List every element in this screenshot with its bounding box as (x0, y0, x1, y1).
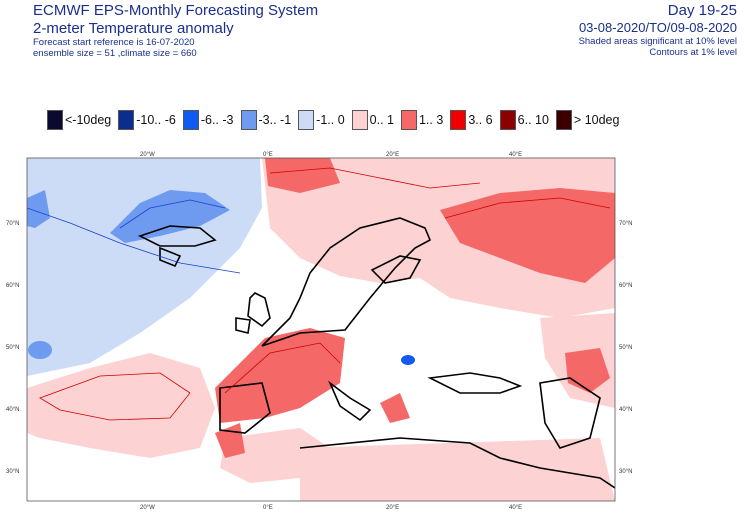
anomaly-map: 20°W 0°E 20°E 40°E 20°W 0°E 20°E 40°E 70… (6, 152, 632, 511)
day-range: Day 19-25 (667, 2, 737, 19)
legend-label: 6.. 10 (517, 113, 549, 127)
legend-swatch (298, 110, 315, 130)
legend-item: <-10deg (47, 110, 111, 130)
lon-bottom-label: 20°E (386, 505, 399, 511)
cold-contours (27, 199, 241, 274)
lon-bottom-label: 0°E (263, 505, 273, 511)
legend-swatch (499, 110, 516, 130)
legend-swatch (351, 110, 368, 130)
lat-left-label: 30°N (6, 469, 19, 475)
header-right: Day 19-25 03-08-2020/TO/09-08-2020 Shade… (579, 2, 737, 58)
lat-right-label: 40°N (619, 407, 632, 413)
significance-contours (39, 167, 611, 421)
shaded-note: Shaded areas significant at 10% level (578, 36, 737, 47)
legend-label: -1.. 0 (316, 113, 345, 127)
legend-item: -10.. -6 (118, 110, 176, 130)
legend-swatch (450, 110, 467, 130)
legend-swatch (182, 110, 199, 130)
legend-item: -1.. 0 (298, 110, 345, 130)
legend-item: -6.. -3 (182, 110, 234, 130)
map-field (27, 158, 615, 501)
lon-top-label: 20°W (140, 152, 155, 158)
legend-swatch (240, 110, 257, 130)
header-left: ECMWF EPS-Monthly Forecasting System 2-m… (33, 2, 318, 59)
legend-item: -3.. -1 (240, 110, 292, 130)
legend-label: > 10deg (573, 113, 620, 127)
lat-left-label: 70°N (6, 221, 19, 227)
map-panel: 20°W 0°E 20°E 40°E 20°W 0°E 20°E 40°E 70… (0, 148, 745, 516)
lat-left-label: 60°N (6, 283, 19, 289)
legend-label: 3.. 6 (468, 113, 493, 127)
legend-label: <-10deg (65, 113, 112, 127)
lon-top-label: 0°E (263, 152, 273, 158)
legend-label: -6.. -3 (200, 113, 234, 127)
legend-label: -10.. -6 (136, 113, 176, 127)
lon-bottom-label: 40°E (509, 505, 522, 511)
forecast-start-text: Forecast start reference is 16-07-2020 (33, 37, 195, 48)
legend-swatch (400, 110, 417, 130)
product-title: ECMWF EPS-Monthly Forecasting System (33, 2, 319, 19)
lat-right-label: 50°N (619, 345, 632, 351)
legend-swatch (47, 110, 63, 130)
lon-top-label: 40°E (509, 152, 522, 158)
legend-swatch (555, 110, 572, 130)
lat-left-label: 40°N (6, 407, 19, 413)
coastlines (137, 217, 615, 489)
lon-top-label: 20°E (386, 152, 399, 158)
legend-label: 0.. 1 (369, 113, 394, 127)
legend-item: 6.. 10 (499, 110, 549, 130)
map-frame (26, 157, 616, 502)
legend-item: 3.. 6 (450, 110, 493, 130)
lon-bottom-label: 20°W (140, 505, 155, 511)
legend-item: > 10deg (555, 110, 620, 130)
legend-label: -3.. -1 (258, 113, 292, 127)
ensemble-info-text: ensemble size = 51 ,climate size = 660 (33, 48, 197, 59)
lat-right-label: 70°N (619, 221, 632, 227)
date-range: 03-08-2020/TO/09-08-2020 (578, 20, 737, 35)
legend-item: 0.. 1 (351, 110, 394, 130)
contour-note: Contours at 1% level (649, 47, 737, 58)
legend-item: 1.. 3 (400, 110, 444, 130)
legend-swatch (118, 110, 135, 130)
lat-right-label: 60°N (619, 283, 632, 289)
parameter-title: 2-meter Temperature anomaly (33, 20, 234, 37)
lat-left-label: 50°N (6, 345, 19, 351)
color-legend: <-10deg -10.. -6 -6.. -3 -3.. -1 -1.. 0 0.. 1… (47, 109, 626, 131)
legend-label: 1.. 3 (418, 113, 444, 127)
lat-right-label: 30°N (619, 469, 632, 475)
